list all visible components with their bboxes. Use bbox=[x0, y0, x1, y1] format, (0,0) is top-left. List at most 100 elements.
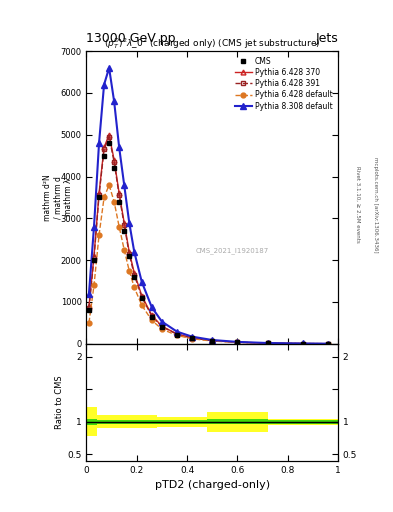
Pythia 8.308 default bbox=[86, 290, 91, 296]
Pythia 6.428 default bbox=[190, 336, 195, 342]
CMS bbox=[132, 274, 137, 280]
Pythia 6.428 370 bbox=[92, 253, 96, 259]
CMS bbox=[107, 140, 112, 146]
Pythia 6.428 391 bbox=[325, 340, 330, 347]
Pythia 6.428 default bbox=[325, 340, 330, 347]
Pythia 6.428 391 bbox=[97, 193, 101, 199]
Pythia 8.308 default bbox=[132, 249, 137, 255]
Pythia 8.308 default bbox=[190, 334, 195, 340]
Pythia 8.308 default bbox=[102, 81, 107, 88]
Pythia 6.428 370 bbox=[122, 220, 127, 226]
Pythia 6.428 370 bbox=[107, 132, 112, 138]
Pythia 8.308 default bbox=[92, 224, 96, 230]
Pythia 6.428 391 bbox=[112, 159, 116, 165]
Pythia 6.428 default bbox=[97, 232, 101, 238]
Pythia 6.428 370 bbox=[127, 249, 132, 255]
Pythia 8.308 default bbox=[117, 144, 121, 151]
CMS bbox=[117, 199, 121, 205]
Pythia 6.428 391 bbox=[265, 340, 270, 346]
Pythia 6.428 370 bbox=[174, 331, 179, 337]
Pythia 6.428 370 bbox=[265, 340, 270, 346]
CMS bbox=[149, 313, 154, 319]
CMS bbox=[102, 153, 107, 159]
CMS bbox=[235, 339, 240, 346]
Pythia 6.428 391 bbox=[300, 340, 305, 347]
Legend: CMS, Pythia 6.428 370, Pythia 6.428 391, Pythia 6.428 default, Pythia 8.308 defa: CMS, Pythia 6.428 370, Pythia 6.428 391,… bbox=[233, 55, 334, 112]
Pythia 6.428 370 bbox=[160, 323, 164, 329]
Pythia 8.308 default bbox=[160, 318, 164, 325]
Pythia 8.308 default bbox=[300, 340, 305, 347]
Pythia 6.428 default bbox=[149, 317, 154, 324]
Pythia 6.428 default bbox=[117, 224, 121, 230]
Pythia 6.428 default bbox=[107, 182, 112, 188]
Pythia 6.428 370 bbox=[149, 312, 154, 318]
Pythia 6.428 default bbox=[210, 338, 215, 344]
Pythia 6.428 391 bbox=[149, 313, 154, 319]
CMS bbox=[160, 324, 164, 330]
Line: Pythia 6.428 370: Pythia 6.428 370 bbox=[86, 133, 331, 346]
Pythia 6.428 default bbox=[140, 302, 144, 308]
Pythia 6.428 391 bbox=[86, 305, 91, 311]
Pythia 6.428 default bbox=[300, 340, 305, 347]
Pythia 8.308 default bbox=[265, 340, 270, 346]
Pythia 8.308 default bbox=[325, 340, 330, 347]
Pythia 6.428 370 bbox=[132, 270, 137, 276]
Text: CMS_2021_I1920187: CMS_2021_I1920187 bbox=[196, 247, 269, 253]
Title: $(p_T^D)^2\lambda\_0^2$ (charged only) (CMS jet substructure): $(p_T^D)^2\lambda\_0^2$ (charged only) (… bbox=[104, 36, 320, 51]
Pythia 6.428 391 bbox=[132, 272, 137, 278]
Text: mcplots.cern.ch [arXiv:1306.3436]: mcplots.cern.ch [arXiv:1306.3436] bbox=[373, 157, 378, 252]
Pythia 6.428 370 bbox=[86, 303, 91, 309]
Pythia 6.428 default bbox=[86, 320, 91, 326]
Pythia 6.428 default bbox=[132, 284, 137, 290]
Pythia 8.308 default bbox=[149, 304, 154, 310]
Text: 13000 GeV pp: 13000 GeV pp bbox=[86, 32, 176, 45]
CMS bbox=[265, 340, 270, 346]
Pythia 6.428 391 bbox=[140, 294, 144, 300]
Pythia 6.428 370 bbox=[112, 157, 116, 163]
Pythia 6.428 391 bbox=[190, 335, 195, 341]
Pythia 8.308 default bbox=[127, 220, 132, 226]
Pythia 6.428 370 bbox=[210, 337, 215, 344]
Text: Rivet 3.1.10, ≥ 2.5M events: Rivet 3.1.10, ≥ 2.5M events bbox=[355, 166, 360, 243]
Line: Pythia 6.428 default: Pythia 6.428 default bbox=[86, 182, 331, 346]
Pythia 6.428 default bbox=[160, 326, 164, 332]
Pythia 6.428 391 bbox=[117, 193, 121, 199]
CMS bbox=[122, 228, 127, 234]
Pythia 8.308 default bbox=[107, 65, 112, 71]
Pythia 6.428 391 bbox=[160, 324, 164, 330]
Pythia 8.308 default bbox=[235, 339, 240, 345]
Pythia 6.428 default bbox=[235, 339, 240, 346]
Pythia 6.428 391 bbox=[210, 337, 215, 344]
Line: Pythia 6.428 391: Pythia 6.428 391 bbox=[86, 135, 331, 346]
Y-axis label: mathrm d²N
/ mathrm d
mathrm λ: mathrm d²N / mathrm d mathrm λ bbox=[43, 174, 73, 221]
Pythia 6.428 370 bbox=[117, 190, 121, 197]
Pythia 6.428 default bbox=[122, 247, 127, 253]
Pythia 6.428 default bbox=[102, 195, 107, 201]
X-axis label: pTD2 (charged-only): pTD2 (charged-only) bbox=[155, 480, 270, 490]
CMS bbox=[140, 295, 144, 301]
Pythia 8.308 default bbox=[112, 98, 116, 104]
Text: Jets: Jets bbox=[315, 32, 338, 45]
Pythia 8.308 default bbox=[140, 279, 144, 285]
Pythia 8.308 default bbox=[210, 337, 215, 343]
CMS bbox=[97, 195, 101, 201]
Pythia 6.428 370 bbox=[325, 340, 330, 347]
Pythia 6.428 default bbox=[265, 340, 270, 346]
Pythia 6.428 391 bbox=[174, 331, 179, 337]
CMS bbox=[174, 331, 179, 337]
Pythia 6.428 default bbox=[127, 268, 132, 274]
Line: Pythia 8.308 default: Pythia 8.308 default bbox=[86, 65, 331, 347]
Pythia 6.428 391 bbox=[122, 222, 127, 228]
Pythia 8.308 default bbox=[122, 182, 127, 188]
Line: CMS: CMS bbox=[86, 141, 331, 346]
CMS bbox=[210, 338, 215, 344]
Pythia 6.428 370 bbox=[300, 340, 305, 347]
CMS bbox=[86, 307, 91, 313]
CMS bbox=[92, 257, 96, 263]
Pythia 6.428 default bbox=[112, 199, 116, 205]
Pythia 6.428 370 bbox=[97, 190, 101, 197]
Pythia 6.428 391 bbox=[102, 146, 107, 153]
CMS bbox=[325, 340, 330, 347]
Pythia 8.308 default bbox=[174, 329, 179, 335]
CMS bbox=[190, 335, 195, 342]
